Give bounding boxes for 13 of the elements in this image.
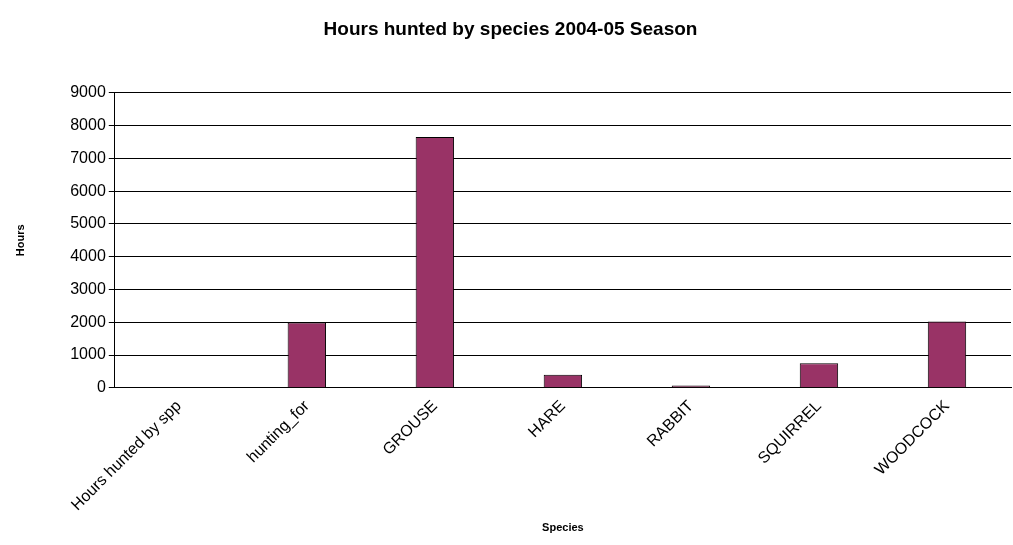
- y-tick-label: 1000: [70, 345, 106, 363]
- y-tick-label: 3000: [70, 279, 106, 297]
- y-tick-label: 0: [96, 378, 106, 396]
- chart-title: Hours hunted by species 2004-05 Season: [323, 17, 698, 39]
- y-tick-label: 2000: [70, 312, 106, 330]
- x-axis-title: Species: [542, 521, 584, 534]
- y-tick-label: 5000: [70, 214, 106, 232]
- y-tick-label: 4000: [70, 247, 106, 265]
- y-tick-label: 9000: [70, 83, 106, 101]
- y-tick-label: 8000: [70, 115, 106, 133]
- y-tick-label: 7000: [70, 148, 106, 166]
- y-tick-label: 6000: [70, 181, 106, 199]
- y-axis-title: Hours: [13, 224, 26, 257]
